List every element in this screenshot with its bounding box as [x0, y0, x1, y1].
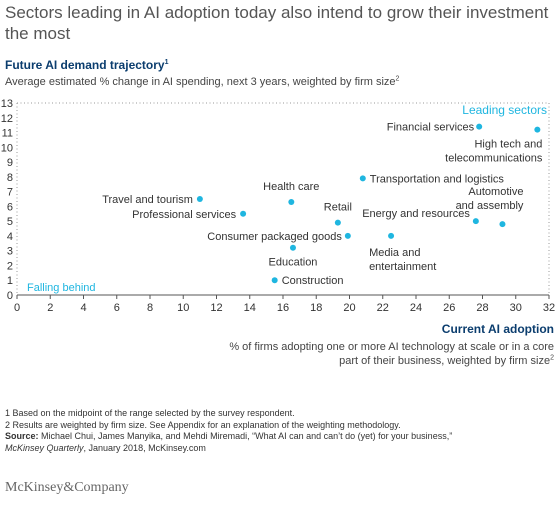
y-tick-label: 8 — [7, 172, 13, 184]
x-tick-label: 4 — [80, 302, 86, 314]
data-point — [476, 123, 483, 130]
point-label: Construction — [282, 275, 344, 287]
point-label: Retail — [324, 202, 352, 214]
point-label: Professional services — [132, 209, 236, 221]
point-label: Financial services — [387, 122, 475, 134]
data-point — [196, 196, 203, 202]
y-tick-label: 0 — [7, 290, 13, 302]
x-tick-label: 20 — [343, 302, 355, 314]
y-tick-label: 6 — [7, 201, 13, 213]
y-axis-heading-text: Future AI demand trajectory — [5, 58, 165, 72]
points-group — [196, 123, 541, 284]
x-tick-label: 28 — [476, 302, 488, 314]
publication-line: McKinsey Quarterly, January 2018, McKins… — [5, 443, 555, 455]
data-point — [472, 218, 479, 225]
data-point — [359, 175, 366, 182]
data-point — [334, 219, 341, 226]
y-tick-label: 11 — [2, 128, 13, 140]
point-label: Health care — [263, 181, 319, 193]
scatter-chart: 0 2 4 6 8 10 12 14 16 18 20 22 24 26 28 30 3201234567891… — [1, 98, 555, 314]
y-axis-description-text: Average estimated % change in AI spendin… — [5, 76, 396, 88]
publication-name: McKinsey Quarterly — [5, 442, 84, 453]
y-tick-label: 5 — [7, 216, 13, 228]
x-tick-label: 12 — [210, 302, 222, 314]
tick-labels-group: 0 2 4 6 8 10 12 14 16 18 20 22 24 26 28 30 3201234567891… — [1, 98, 555, 314]
x-axis-description: % of firms adopting one or more AI techn… — [224, 340, 554, 368]
y-tick-label: 4 — [7, 231, 13, 243]
x-tick-label: 16 — [277, 302, 289, 314]
x-axis-description-text: % of firms adopting one or more AI techn… — [229, 341, 554, 367]
source-line: Source: Michael Chui, James Manyika, and… — [5, 431, 555, 443]
data-point — [288, 198, 295, 205]
data-point — [271, 277, 278, 284]
x-tick-label: 26 — [443, 302, 455, 314]
y-tick-label: 13 — [1, 98, 13, 110]
y-tick-label: 10 — [1, 142, 13, 154]
data-point — [534, 126, 541, 133]
source-label: Source: — [5, 431, 39, 441]
data-point — [499, 221, 506, 228]
point-label: Transportation and logistics — [370, 173, 505, 185]
x-tick-label: 32 — [543, 302, 555, 314]
y-axis-description: Average estimated % change in AI spendin… — [5, 75, 400, 88]
x-axis-description-footnote-marker: 2 — [550, 354, 554, 362]
publication-details: , January 2018, McKinsey.com — [83, 442, 206, 453]
x-tick-label: 2 — [47, 302, 53, 314]
y-tick-label: 2 — [7, 260, 13, 272]
point-label: High tech and — [474, 139, 542, 151]
point-label: Media and — [369, 247, 420, 259]
y-tick-label: 3 — [7, 246, 13, 258]
point-label: Consumer packaged goods — [207, 231, 342, 243]
point-label: telecommunications — [445, 153, 543, 165]
leading-sectors-label: Leading sectors — [462, 103, 547, 117]
data-point — [388, 232, 395, 239]
point-labels-group: Financial services High tech and telecommu… — [102, 122, 543, 288]
x-tick-label: 10 — [177, 302, 189, 314]
x-tick-label: 8 — [147, 302, 153, 314]
x-tick-label: 14 — [244, 302, 256, 314]
data-point — [289, 244, 296, 251]
point-label: Automotive — [468, 186, 523, 198]
y-tick-label: 12 — [1, 113, 13, 125]
footnote-2: 2 Results are weighted by firm size. See… — [5, 419, 401, 430]
chart-title: Sectors leading in AI adoption today als… — [5, 3, 549, 43]
x-tick-label: 24 — [410, 302, 422, 314]
point-label: entertainment — [369, 261, 436, 273]
x-tick-label: 0 — [14, 302, 20, 314]
point-label: and assembly — [456, 200, 524, 212]
x-tick-label: 6 — [114, 302, 120, 314]
data-point — [344, 232, 351, 239]
y-tick-label: 7 — [7, 187, 13, 199]
brand-logo: McKinsey&Company — [5, 480, 129, 495]
point-label: Education — [269, 257, 318, 269]
falling-behind-label: Falling behind — [27, 282, 96, 294]
source-text: Michael Chui, James Manyika, and Mehdi M… — [38, 431, 453, 441]
y-axis-description-footnote-marker: 2 — [395, 75, 400, 83]
x-tick-label: 30 — [510, 302, 522, 314]
x-axis-heading: Current AI adoption — [441, 322, 554, 336]
point-label: Travel and tourism — [102, 194, 193, 206]
y-tick-label: 1 — [7, 275, 13, 287]
point-label: Energy and resources — [362, 208, 470, 220]
y-axis-heading-footnote-marker: 1 — [164, 59, 169, 66]
y-tick-label: 9 — [7, 157, 13, 169]
footnotes: 1 Based on the midpoint of the range sel… — [5, 408, 555, 454]
x-tick-label: 22 — [377, 302, 389, 314]
axes-group — [16, 102, 550, 299]
y-axis-heading: Future AI demand trajectory1 — [5, 58, 169, 72]
data-point — [240, 210, 247, 217]
x-tick-label: 18 — [310, 302, 322, 314]
footnote-1: 1 Based on the midpoint of the range sel… — [5, 408, 295, 418]
